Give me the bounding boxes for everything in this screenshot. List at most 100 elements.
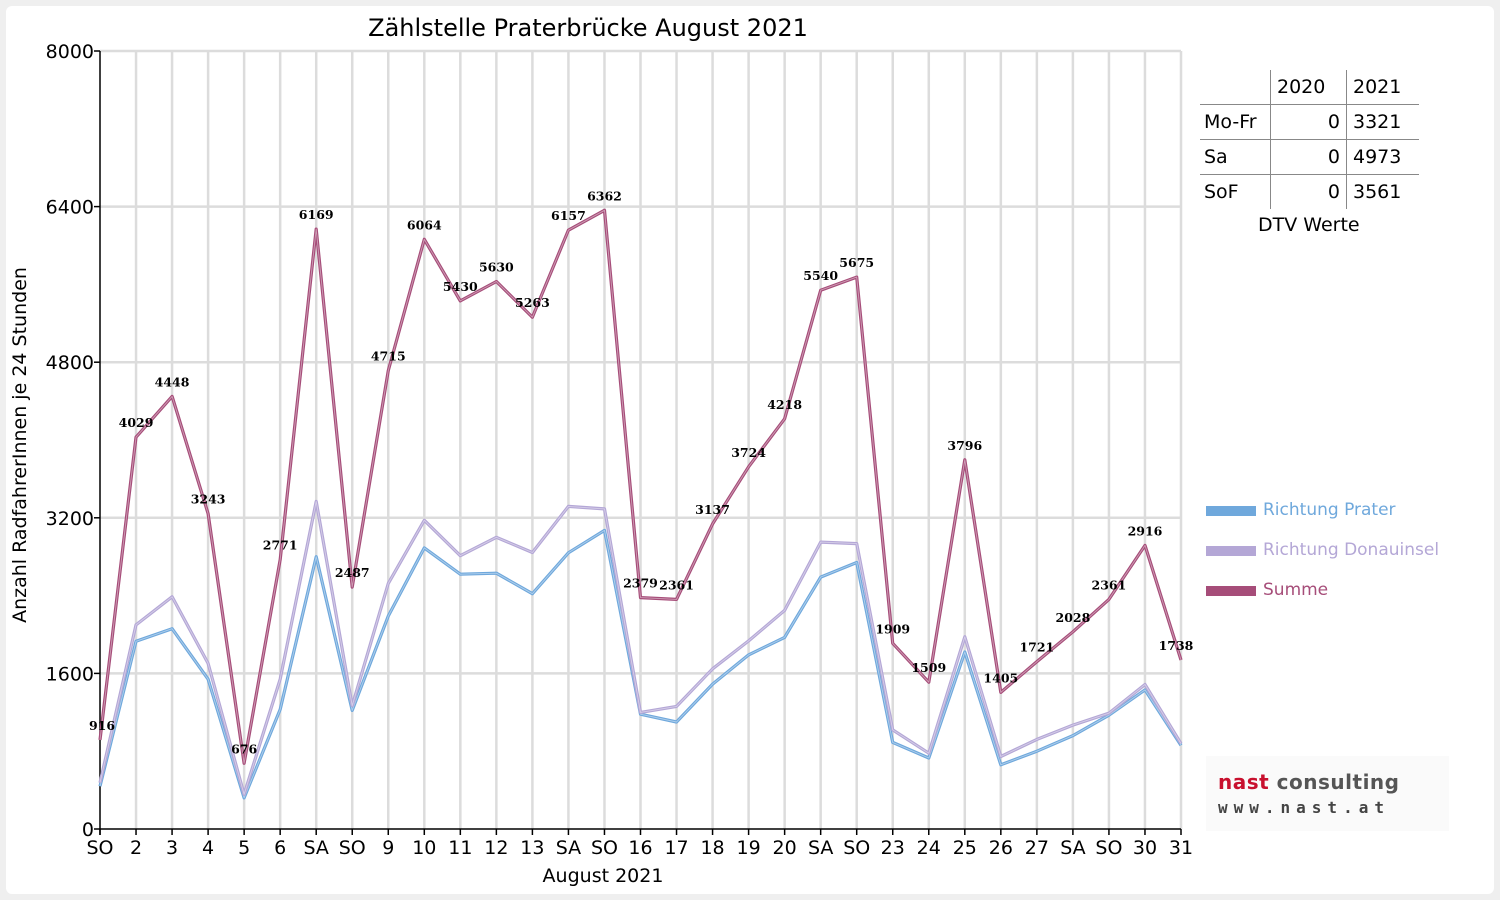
x-tick-label: 13 xyxy=(520,837,544,859)
series-line-highlight-2 xyxy=(99,209,1182,764)
legend-item-prater: Richtung Prater xyxy=(1206,499,1439,539)
dtv-value-2021: 3561 xyxy=(1353,181,1402,203)
x-tick-label: 23 xyxy=(881,837,905,859)
data-label: 6362 xyxy=(587,188,622,203)
series-line-highlight-1 xyxy=(99,500,1182,795)
data-label: 2379 xyxy=(623,576,658,591)
x-tick-label: 26 xyxy=(989,837,1013,859)
data-label: 916 xyxy=(89,718,115,733)
x-tick-label: 6 xyxy=(274,837,286,859)
data-label: 6064 xyxy=(407,217,442,232)
series-line-2 xyxy=(98,208,1183,765)
series-lines xyxy=(98,208,1183,800)
line-chart: Zählstelle Praterbrücke August 2021 0 160… xyxy=(9,14,1194,887)
dtv-caption: DTV Werte xyxy=(1258,214,1360,236)
y-axis-title: Anzahl RadfahrerInnen je 24 Stunden xyxy=(9,267,31,623)
dtv-value-2021: 3321 xyxy=(1346,104,1419,140)
dtv-row-label: Sa xyxy=(1200,139,1271,175)
x-tick-label: 30 xyxy=(1133,837,1157,859)
data-label: 2771 xyxy=(263,538,298,553)
company-logo: nast consulting www.nast.at xyxy=(1206,756,1449,831)
legend-label: Summe xyxy=(1263,580,1329,600)
dtv-header-2020: 2020 xyxy=(1270,70,1347,105)
data-label: 3137 xyxy=(695,502,730,517)
x-tick-label: 27 xyxy=(1025,837,1049,859)
dtv-table: 2020 2021 Mo-Fr 0 3321 Sa 0 4973 SoF 0 3… xyxy=(1200,70,1419,209)
data-label: 5675 xyxy=(839,255,874,270)
y-tick-label: 8000 xyxy=(46,41,94,63)
x-tick-label: 11 xyxy=(448,837,472,859)
data-label: 1405 xyxy=(983,670,1018,685)
data-label: 4218 xyxy=(767,397,802,412)
dtv-row-sa: Sa 0 4973 xyxy=(1200,139,1419,175)
data-label: 5430 xyxy=(443,279,478,294)
dtv-value-2020: 0 xyxy=(1270,104,1347,140)
dtv-row-label: Mo-Fr xyxy=(1200,104,1271,140)
y-tick-label: 6400 xyxy=(46,197,94,219)
logo-wordmark: nast consulting xyxy=(1218,770,1399,794)
y-tick-label: 3200 xyxy=(46,508,94,530)
legend-label: Richtung Donauinsel xyxy=(1263,540,1440,560)
data-label: 3796 xyxy=(947,438,982,453)
data-label: 2487 xyxy=(335,565,370,580)
data-label: 4029 xyxy=(119,415,154,430)
dtv-header-2021: 2021 xyxy=(1346,70,1419,105)
data-label: 2028 xyxy=(1056,610,1091,625)
y-tick-label: 4800 xyxy=(46,352,94,374)
x-tick-label: 12 xyxy=(484,837,508,859)
x-tick-label: SO xyxy=(591,837,618,859)
x-tick-label: 2 xyxy=(130,837,142,859)
data-label: 2361 xyxy=(1092,577,1127,592)
x-tick-label: SA xyxy=(808,837,833,859)
legend-swatch xyxy=(1206,506,1256,516)
dtv-corner-cell xyxy=(1200,70,1271,105)
x-tick-label: 3 xyxy=(166,837,178,859)
data-label: 3724 xyxy=(731,445,766,460)
data-label: 1509 xyxy=(911,660,946,675)
x-tick-label: 24 xyxy=(917,837,941,859)
x-tick-label: 4 xyxy=(202,837,214,859)
dtv-header-row: 2020 2021 xyxy=(1200,70,1419,105)
chart-title: Zählstelle Praterbrücke August 2021 xyxy=(368,14,808,42)
x-tick-label: 20 xyxy=(773,837,797,859)
x-tick-label: 25 xyxy=(953,837,977,859)
x-tick-label: 16 xyxy=(628,837,652,859)
x-tick-label: 31 xyxy=(1169,837,1193,859)
legend-item-donauinsel: Richtung Donauinsel xyxy=(1206,539,1439,579)
x-tick-label: 18 xyxy=(700,837,724,859)
data-label: 1721 xyxy=(1019,640,1054,655)
x-tick-label: SO xyxy=(843,837,870,859)
data-label: 1909 xyxy=(875,621,910,636)
logo-word-nast: nast xyxy=(1218,770,1270,794)
logo-word-consulting: consulting xyxy=(1276,770,1400,794)
data-label: 6169 xyxy=(299,207,334,222)
data-label: 3243 xyxy=(191,492,226,507)
x-tick-label: 5 xyxy=(238,837,250,859)
series-line-highlight-0 xyxy=(99,529,1182,799)
x-tick-label: SA xyxy=(1060,837,1085,859)
x-tick-label: 17 xyxy=(664,837,688,859)
data-label: 4715 xyxy=(371,348,406,363)
data-label: 676 xyxy=(231,741,257,756)
data-labels: 916 4029 4448 3243 676 2771 6169 2487 4715 6064 54… xyxy=(89,188,1194,756)
chart-panel: Zählstelle Praterbrücke August 2021 0 160… xyxy=(6,6,1494,894)
x-tick-label: SO xyxy=(1095,837,1122,859)
dtv-row-mofr: Mo-Fr 0 3321 xyxy=(1200,104,1419,140)
dtv-row-sof: SoF 0 3561 xyxy=(1200,174,1419,209)
data-label: 2916 xyxy=(1128,523,1163,538)
dtv-row-label: SoF xyxy=(1200,174,1271,209)
series-line-1 xyxy=(98,499,1183,797)
y-tick-label: 1600 xyxy=(46,663,94,685)
logo-url: www.nast.at xyxy=(1218,798,1390,817)
x-axis-title: August 2021 xyxy=(543,865,664,887)
dtv-value-2020: 0 xyxy=(1270,139,1347,175)
legend-swatch xyxy=(1206,586,1256,596)
data-label: 1738 xyxy=(1159,638,1194,653)
grid xyxy=(100,49,1183,829)
data-label: 2361 xyxy=(659,577,694,592)
series-line-0 xyxy=(98,528,1183,800)
x-tick-label: 19 xyxy=(737,837,761,859)
x-tick-label: SO xyxy=(86,837,113,859)
x-tick-label: SA xyxy=(303,837,328,859)
